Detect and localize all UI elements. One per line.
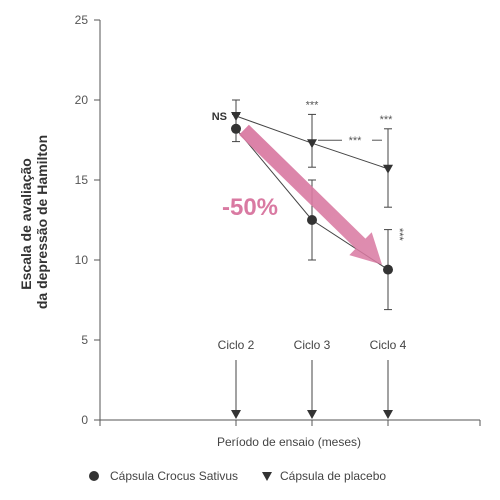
y-axis-label: Escala de avaliação da depressão de Hami… [18,135,50,309]
marker-crocus [231,123,241,134]
data-markers [231,112,393,275]
cycle-label: Ciclo 2 [218,338,255,352]
legend-marker-placebo [262,472,272,481]
significance-stars-cycle4: *** [380,114,394,126]
legend-label-crocus: Cápsula Crocus Sativus [110,469,238,483]
marker-placebo [383,164,393,174]
significance-stars-vertical: *** [393,228,405,242]
marker-placebo [231,112,241,121]
cycle-label: Ciclo 3 [294,338,331,352]
significance-stars-between: *** [349,135,363,147]
legend-label-placebo: Cápsula de placebo [280,469,386,483]
marker-placebo [307,139,317,149]
y-tick-label: 10 [75,253,89,267]
annotations: NS *** *** *** *** [212,99,405,241]
x-ticks [99,420,481,426]
y-ticks: 0 5 10 15 20 25 [75,13,100,427]
cycle-arrow-head [231,410,241,419]
x-axis-label: Período de ensaio (meses) [217,435,361,449]
cycle-markers: Ciclo 2 Ciclo 3 Ciclo 4 [218,338,407,419]
marker-crocus [307,215,317,225]
marker-crocus [383,264,393,275]
y-axis-label-line-1: Escala de avaliação [18,158,34,290]
y-tick-label: 15 [75,173,89,187]
ns-annotation: NS [212,111,227,123]
cycle-label: Ciclo 4 [370,338,407,352]
reduction-arrow [239,124,382,265]
percent-reduction-label: -50% [222,194,278,221]
y-tick-label: 5 [81,333,88,347]
legend: Cápsula Crocus Sativus Cápsula de placebo [89,469,386,483]
y-axis-label-line-2: da depressão de Hamilton [34,135,50,309]
cycle-arrow-head [307,410,317,419]
trend-arrow [239,124,382,265]
y-tick-label: 25 [75,13,89,27]
cycle-arrow-head [383,410,393,419]
y-tick-label: 0 [81,413,88,427]
significance-stars-cycle3: *** [306,99,320,111]
axes: 0 5 10 15 20 25 [75,13,481,427]
y-tick-label: 20 [75,93,89,107]
legend-marker-crocus [89,471,99,481]
